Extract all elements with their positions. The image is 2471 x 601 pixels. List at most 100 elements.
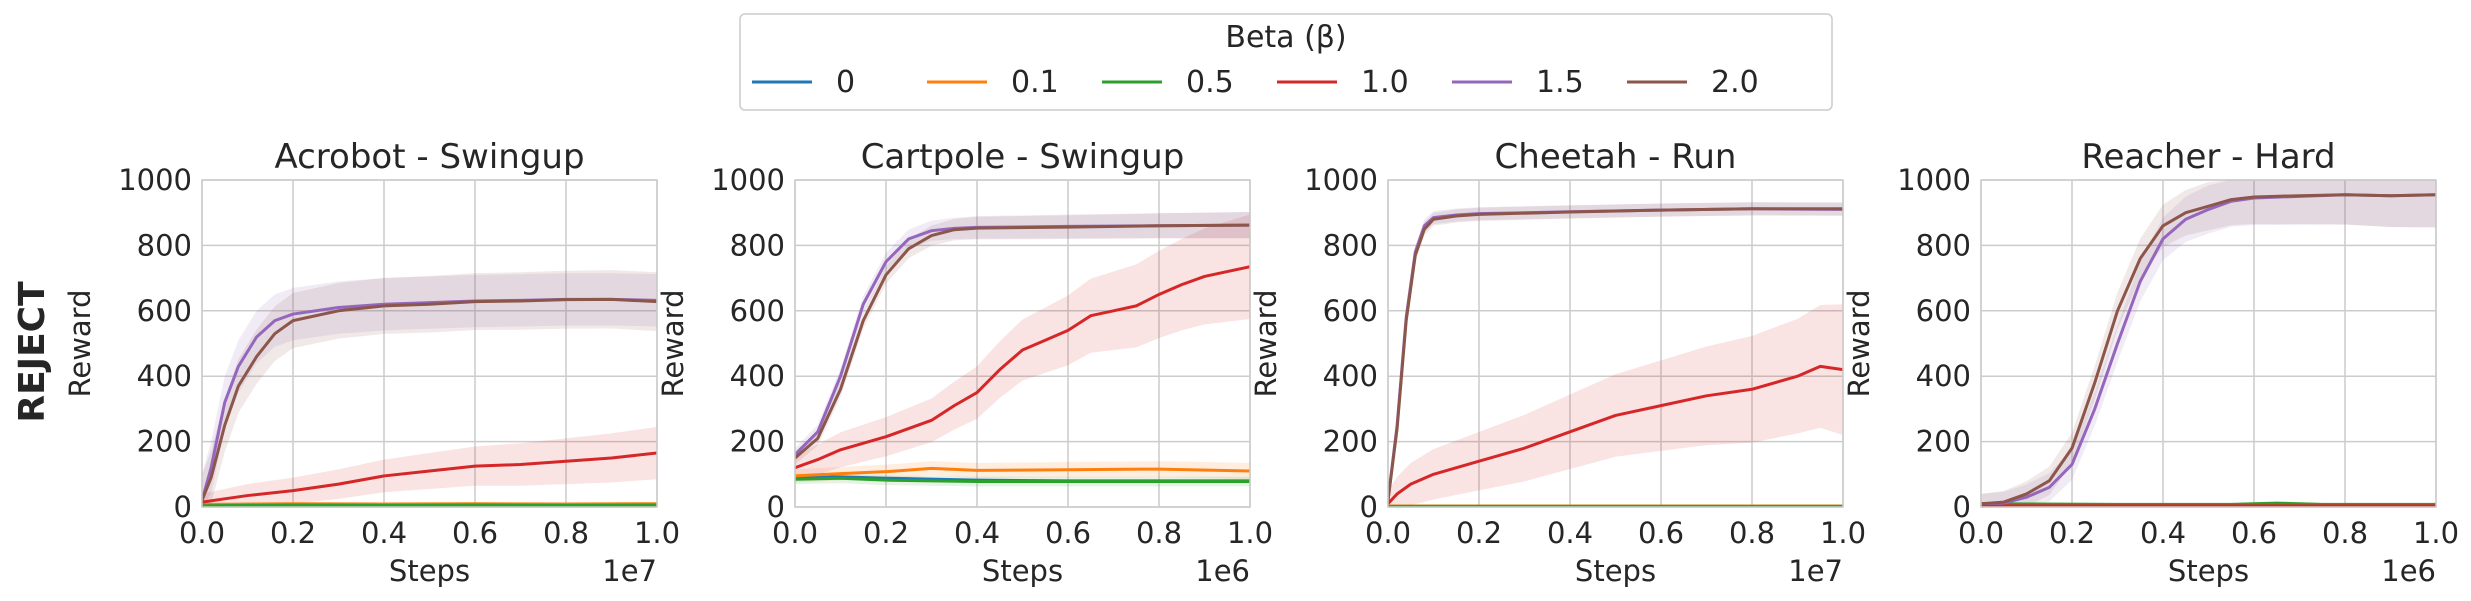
y-tick-label: 600 [137, 294, 192, 328]
band-2-0 [795, 212, 1250, 465]
y-tick-label: 800 [730, 228, 785, 262]
legend-label-0-5: 0.5 [1186, 65, 1234, 100]
plot-area [202, 270, 657, 507]
x-scale-label: 1e7 [1788, 554, 1843, 588]
y-axis-label: Reward [63, 290, 97, 398]
panel-reacher-hard: 0.0 0.2 0.4 0.6 0.8 1.0 0 200 400 600 800 1000 Reach… [1842, 137, 2459, 588]
legend-label-1-5: 1.5 [1536, 65, 1584, 100]
y-tick-label: 0 [1953, 490, 1971, 524]
plot-area [795, 212, 1250, 487]
x-tick-label: 0.6 [2231, 516, 2277, 550]
y-tick-label: 0 [174, 490, 192, 524]
axes-frame [794, 179, 1251, 508]
y-tick-label: 400 [1916, 359, 1971, 393]
y-tick-label: 0 [767, 490, 785, 524]
y-tick-label: 200 [730, 425, 785, 459]
x-tick-label: 0.2 [863, 516, 909, 550]
legend-entries: 0 0.1 0.5 1.0 1.5 2.0 [752, 65, 1759, 100]
x-tick-label: 0.2 [2049, 516, 2095, 550]
x-tick-label: 0.4 [1547, 516, 1593, 550]
y-tick-label: 1000 [118, 163, 192, 197]
x-tick-label: 0.4 [2140, 516, 2186, 550]
chart-title: Cheetah - Run [1495, 137, 1737, 177]
x-tick-label: 1.0 [2413, 516, 2459, 550]
y-tick-label: 600 [730, 294, 785, 328]
x-scale-label: 1e6 [2381, 554, 2436, 588]
y-tick-label: 1000 [711, 163, 785, 197]
band-2-0 [202, 270, 657, 507]
y-tick-label: 800 [137, 228, 192, 262]
y-tick-label: 200 [1323, 425, 1378, 459]
series-line-1-0 [795, 265, 1250, 470]
x-tick-label: 1.0 [1820, 516, 1866, 550]
x-tick-label: 0.6 [1045, 516, 1091, 550]
y-axis-label: Reward [1842, 290, 1876, 398]
y-tick-label: 200 [1916, 425, 1971, 459]
y-tick-label: 1000 [1304, 163, 1378, 197]
series-line-2-0 [1388, 207, 1843, 501]
chart-title: Reacher - Hard [2081, 137, 2335, 177]
axes-frame [1980, 179, 2437, 508]
y-tick-label: 400 [1323, 359, 1378, 393]
x-tick-label: 0.0 [1958, 516, 2004, 550]
x-tick-label: 0.0 [772, 516, 818, 550]
legend-label-0-1: 0.1 [1011, 65, 1059, 100]
y-tick-label: 1000 [1897, 163, 1971, 197]
x-tick-label: 0.0 [1365, 516, 1411, 550]
y-tick-label: 0 [1360, 490, 1378, 524]
series-line-1-0 [1388, 364, 1843, 505]
band-2-0 [1981, 180, 2436, 507]
series-line-1-5 [1981, 193, 2436, 506]
x-tick-label: 0.2 [270, 516, 316, 550]
y-tick-label: 600 [1916, 294, 1971, 328]
legend-label-0: 0 [836, 65, 855, 100]
x-tick-label: 0.4 [361, 516, 407, 550]
series-line-2-0 [1981, 193, 2436, 506]
chart-title: Cartpole - Swingup [861, 137, 1185, 177]
band-1-0 [1388, 304, 1843, 507]
x-axis-label: Steps [1575, 554, 1656, 588]
y-tick-label: 200 [137, 425, 192, 459]
band-1-5 [795, 212, 1250, 462]
x-tick-label: 0.8 [543, 516, 589, 550]
band-1-0 [202, 426, 657, 507]
axes-frame [201, 179, 658, 508]
legend-label-2-0: 2.0 [1711, 65, 1759, 100]
band-1-0 [795, 214, 1250, 481]
x-tick-label: 0.2 [1456, 516, 1502, 550]
x-axis-label: Steps [389, 554, 470, 588]
plot-area [1388, 202, 1843, 507]
x-tick-label: 0.4 [954, 516, 1000, 550]
legend-label-1-0: 1.0 [1361, 65, 1409, 100]
x-axis-label: Steps [982, 554, 1063, 588]
legend-frame [739, 13, 1833, 111]
legend-title: Beta (β) [1225, 20, 1346, 55]
x-tick-label: 0.8 [2322, 516, 2368, 550]
band-0-1 [795, 461, 1250, 483]
y-tick-label: 600 [1323, 294, 1378, 328]
y-tick-label: 400 [137, 359, 192, 393]
series-line-0-5 [795, 476, 1250, 483]
band-1-5 [202, 273, 657, 507]
y-axis-label: Reward [1249, 290, 1283, 398]
x-tick-label: 0.6 [452, 516, 498, 550]
y-axis-label: Reward [656, 290, 690, 398]
x-tick-label: 0.8 [1729, 516, 1775, 550]
x-tick-label: 1.0 [634, 516, 680, 550]
panel-acrobot-swingup: 0.0 0.2 0.4 0.6 0.8 1.0 0 200 400 600 800 1000 Acrob… [63, 137, 680, 588]
series-line-2-0 [202, 297, 657, 502]
chart-title: Acrobot - Swingup [274, 137, 584, 177]
row-label: REJECT [12, 281, 53, 423]
series-line-0-5 [1981, 501, 2436, 506]
x-tick-label: 0.0 [179, 516, 225, 550]
plot-area [1981, 180, 2436, 507]
series-line-0-5 [202, 503, 657, 507]
y-tick-label: 800 [1323, 228, 1378, 262]
x-tick-label: 1.0 [1227, 516, 1273, 550]
panel-cartpole-swingup: 0.0 0.2 0.4 0.6 0.8 1.0 0 200 400 600 800 1000 Cartp… [656, 137, 1273, 588]
x-axis-label: Steps [2168, 554, 2249, 588]
axes-frame [1387, 179, 1844, 508]
series-line-2-0 [795, 223, 1250, 460]
x-scale-label: 1e7 [602, 554, 657, 588]
